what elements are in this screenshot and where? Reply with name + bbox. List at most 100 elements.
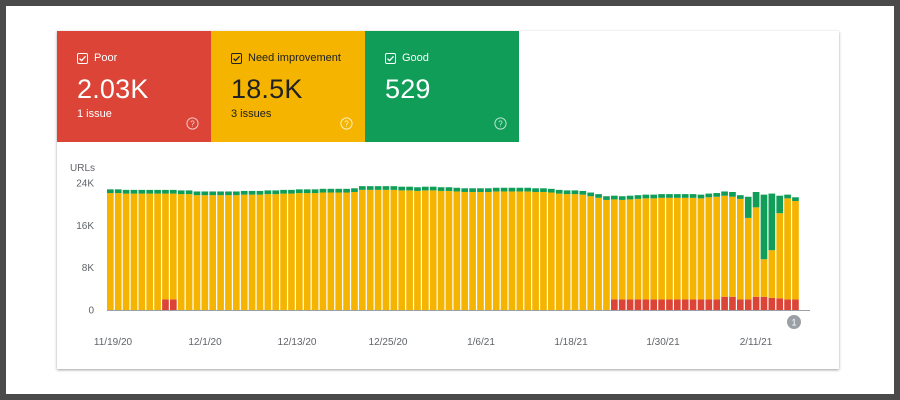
- bar-segment-poor[interactable]: [697, 299, 705, 310]
- bar-segment-good[interactable]: [461, 188, 469, 192]
- bar-segment-good[interactable]: [233, 191, 240, 196]
- bar-segment-need-improvement[interactable]: [516, 191, 524, 310]
- bar-segment-good[interactable]: [674, 194, 681, 198]
- bar-segment-good[interactable]: [406, 186, 413, 191]
- bar-segment-good[interactable]: [555, 189, 563, 194]
- bar-segment-poor[interactable]: [626, 299, 634, 310]
- bar-segment-good[interactable]: [508, 187, 516, 192]
- bar-segment-good[interactable]: [485, 188, 492, 192]
- bar-segment-need-improvement[interactable]: [689, 197, 697, 300]
- bar-segment-need-improvement[interactable]: [264, 194, 272, 310]
- bar-segment-need-improvement[interactable]: [296, 193, 303, 310]
- bar-segment-good[interactable]: [548, 188, 555, 193]
- bar-segment-need-improvement[interactable]: [327, 192, 335, 310]
- bar-segment-good[interactable]: [516, 187, 524, 192]
- bar-segment-need-improvement[interactable]: [618, 199, 626, 300]
- bar-segment-good[interactable]: [524, 187, 532, 192]
- bar-segment-poor[interactable]: [792, 299, 799, 310]
- bar-segment-good[interactable]: [217, 191, 224, 196]
- bar-segment-need-improvement[interactable]: [280, 193, 287, 310]
- bar-segment-need-improvement[interactable]: [555, 193, 563, 310]
- bar-segment-need-improvement[interactable]: [650, 198, 658, 300]
- bar-segment-need-improvement[interactable]: [500, 191, 508, 310]
- bar-segment-poor[interactable]: [776, 298, 784, 310]
- bar-segment-need-improvement[interactable]: [508, 191, 516, 310]
- bar-segment-need-improvement[interactable]: [374, 189, 382, 310]
- bar-segment-need-improvement[interactable]: [579, 194, 587, 310]
- bar-segment-need-improvement[interactable]: [343, 192, 350, 310]
- bar-segment-good[interactable]: [351, 188, 358, 192]
- bar-segment-need-improvement[interactable]: [571, 194, 579, 310]
- bar-segment-need-improvement[interactable]: [776, 213, 784, 299]
- bar-segment-good[interactable]: [744, 196, 752, 218]
- bar-segment-need-improvement[interactable]: [351, 192, 358, 310]
- bar-segment-good[interactable]: [398, 186, 406, 191]
- bar-segment-poor[interactable]: [729, 296, 736, 310]
- bar-segment-need-improvement[interactable]: [122, 193, 130, 310]
- bar-segment-good[interactable]: [792, 197, 799, 201]
- bar-segment-need-improvement[interactable]: [642, 198, 650, 300]
- bar-segment-good[interactable]: [666, 194, 673, 198]
- bar-segment-need-improvement[interactable]: [611, 199, 618, 300]
- bar-segment-good[interactable]: [374, 186, 382, 190]
- bar-segment-poor[interactable]: [752, 296, 760, 310]
- bar-segment-need-improvement[interactable]: [674, 197, 681, 300]
- bar-segment-poor[interactable]: [721, 296, 728, 310]
- bar-segment-good[interactable]: [571, 190, 579, 195]
- bar-segment-need-improvement[interactable]: [311, 193, 319, 310]
- bar-segment-poor[interactable]: [666, 299, 673, 310]
- bar-segment-need-improvement[interactable]: [233, 195, 240, 310]
- bar-segment-need-improvement[interactable]: [422, 190, 429, 310]
- bar-segment-good[interactable]: [563, 190, 571, 195]
- bar-segment-need-improvement[interactable]: [492, 191, 500, 310]
- bar-segment-good[interactable]: [469, 188, 476, 192]
- bar-segment-need-improvement[interactable]: [603, 199, 610, 310]
- bar-segment-need-improvement[interactable]: [461, 192, 469, 310]
- bar-segment-need-improvement[interactable]: [288, 193, 295, 310]
- bar-segment-good[interactable]: [697, 194, 705, 199]
- annotation-marker[interactable]: 1: [787, 315, 801, 329]
- bar-segment-good[interactable]: [634, 195, 642, 199]
- bar-segment-good[interactable]: [618, 196, 626, 200]
- bar-segment-need-improvement[interactable]: [784, 198, 791, 300]
- bar-segment-need-improvement[interactable]: [658, 197, 665, 300]
- bar-segment-good[interactable]: [366, 186, 374, 190]
- bar-segment-good[interactable]: [272, 190, 280, 195]
- bar-segment-poor[interactable]: [650, 299, 658, 310]
- bar-segment-need-improvement[interactable]: [170, 193, 177, 300]
- bar-segment-good[interactable]: [170, 189, 177, 194]
- bar-segment-poor[interactable]: [784, 299, 791, 310]
- bar-segment-good[interactable]: [658, 194, 665, 198]
- bar-segment-need-improvement[interactable]: [548, 192, 555, 310]
- bar-segment-good[interactable]: [540, 188, 547, 192]
- bar-segment-good[interactable]: [650, 194, 658, 199]
- bar-segment-poor[interactable]: [705, 299, 713, 310]
- bar-segment-need-improvement[interactable]: [737, 198, 744, 300]
- poor-tile[interactable]: Poor 2.03K 1 issue ?: [57, 31, 211, 142]
- bar-segment-good[interactable]: [185, 190, 193, 195]
- bar-segment-good[interactable]: [162, 189, 169, 194]
- bar-segment-good[interactable]: [280, 189, 287, 194]
- bar-segment-good[interactable]: [611, 195, 618, 200]
- bar-segment-good[interactable]: [114, 189, 122, 194]
- bar-segment-need-improvement[interactable]: [382, 189, 390, 310]
- bar-segment-good[interactable]: [359, 186, 366, 190]
- need-improvement-tile[interactable]: Need improvement 18.5K 3 issues ?: [211, 31, 365, 142]
- bar-segment-need-improvement[interactable]: [524, 191, 532, 310]
- bar-segment-good[interactable]: [201, 191, 209, 196]
- bar-segment-need-improvement[interactable]: [429, 190, 437, 310]
- bar-segment-good[interactable]: [382, 186, 390, 190]
- bar-segment-good[interactable]: [721, 191, 728, 196]
- bar-segment-need-improvement[interactable]: [256, 194, 264, 310]
- bar-segment-need-improvement[interactable]: [390, 189, 398, 310]
- bar-segment-good[interactable]: [737, 195, 744, 199]
- bar-segment-good[interactable]: [532, 188, 539, 192]
- bar-segment-good[interactable]: [130, 189, 138, 194]
- bar-segment-good[interactable]: [311, 189, 319, 194]
- bar-segment-good[interactable]: [414, 187, 421, 191]
- bar-segment-good[interactable]: [500, 187, 508, 192]
- bar-segment-good[interactable]: [705, 193, 713, 198]
- bar-segment-need-improvement[interactable]: [154, 193, 161, 310]
- bar-segment-need-improvement[interactable]: [697, 198, 705, 300]
- bar-segment-need-improvement[interactable]: [477, 192, 484, 310]
